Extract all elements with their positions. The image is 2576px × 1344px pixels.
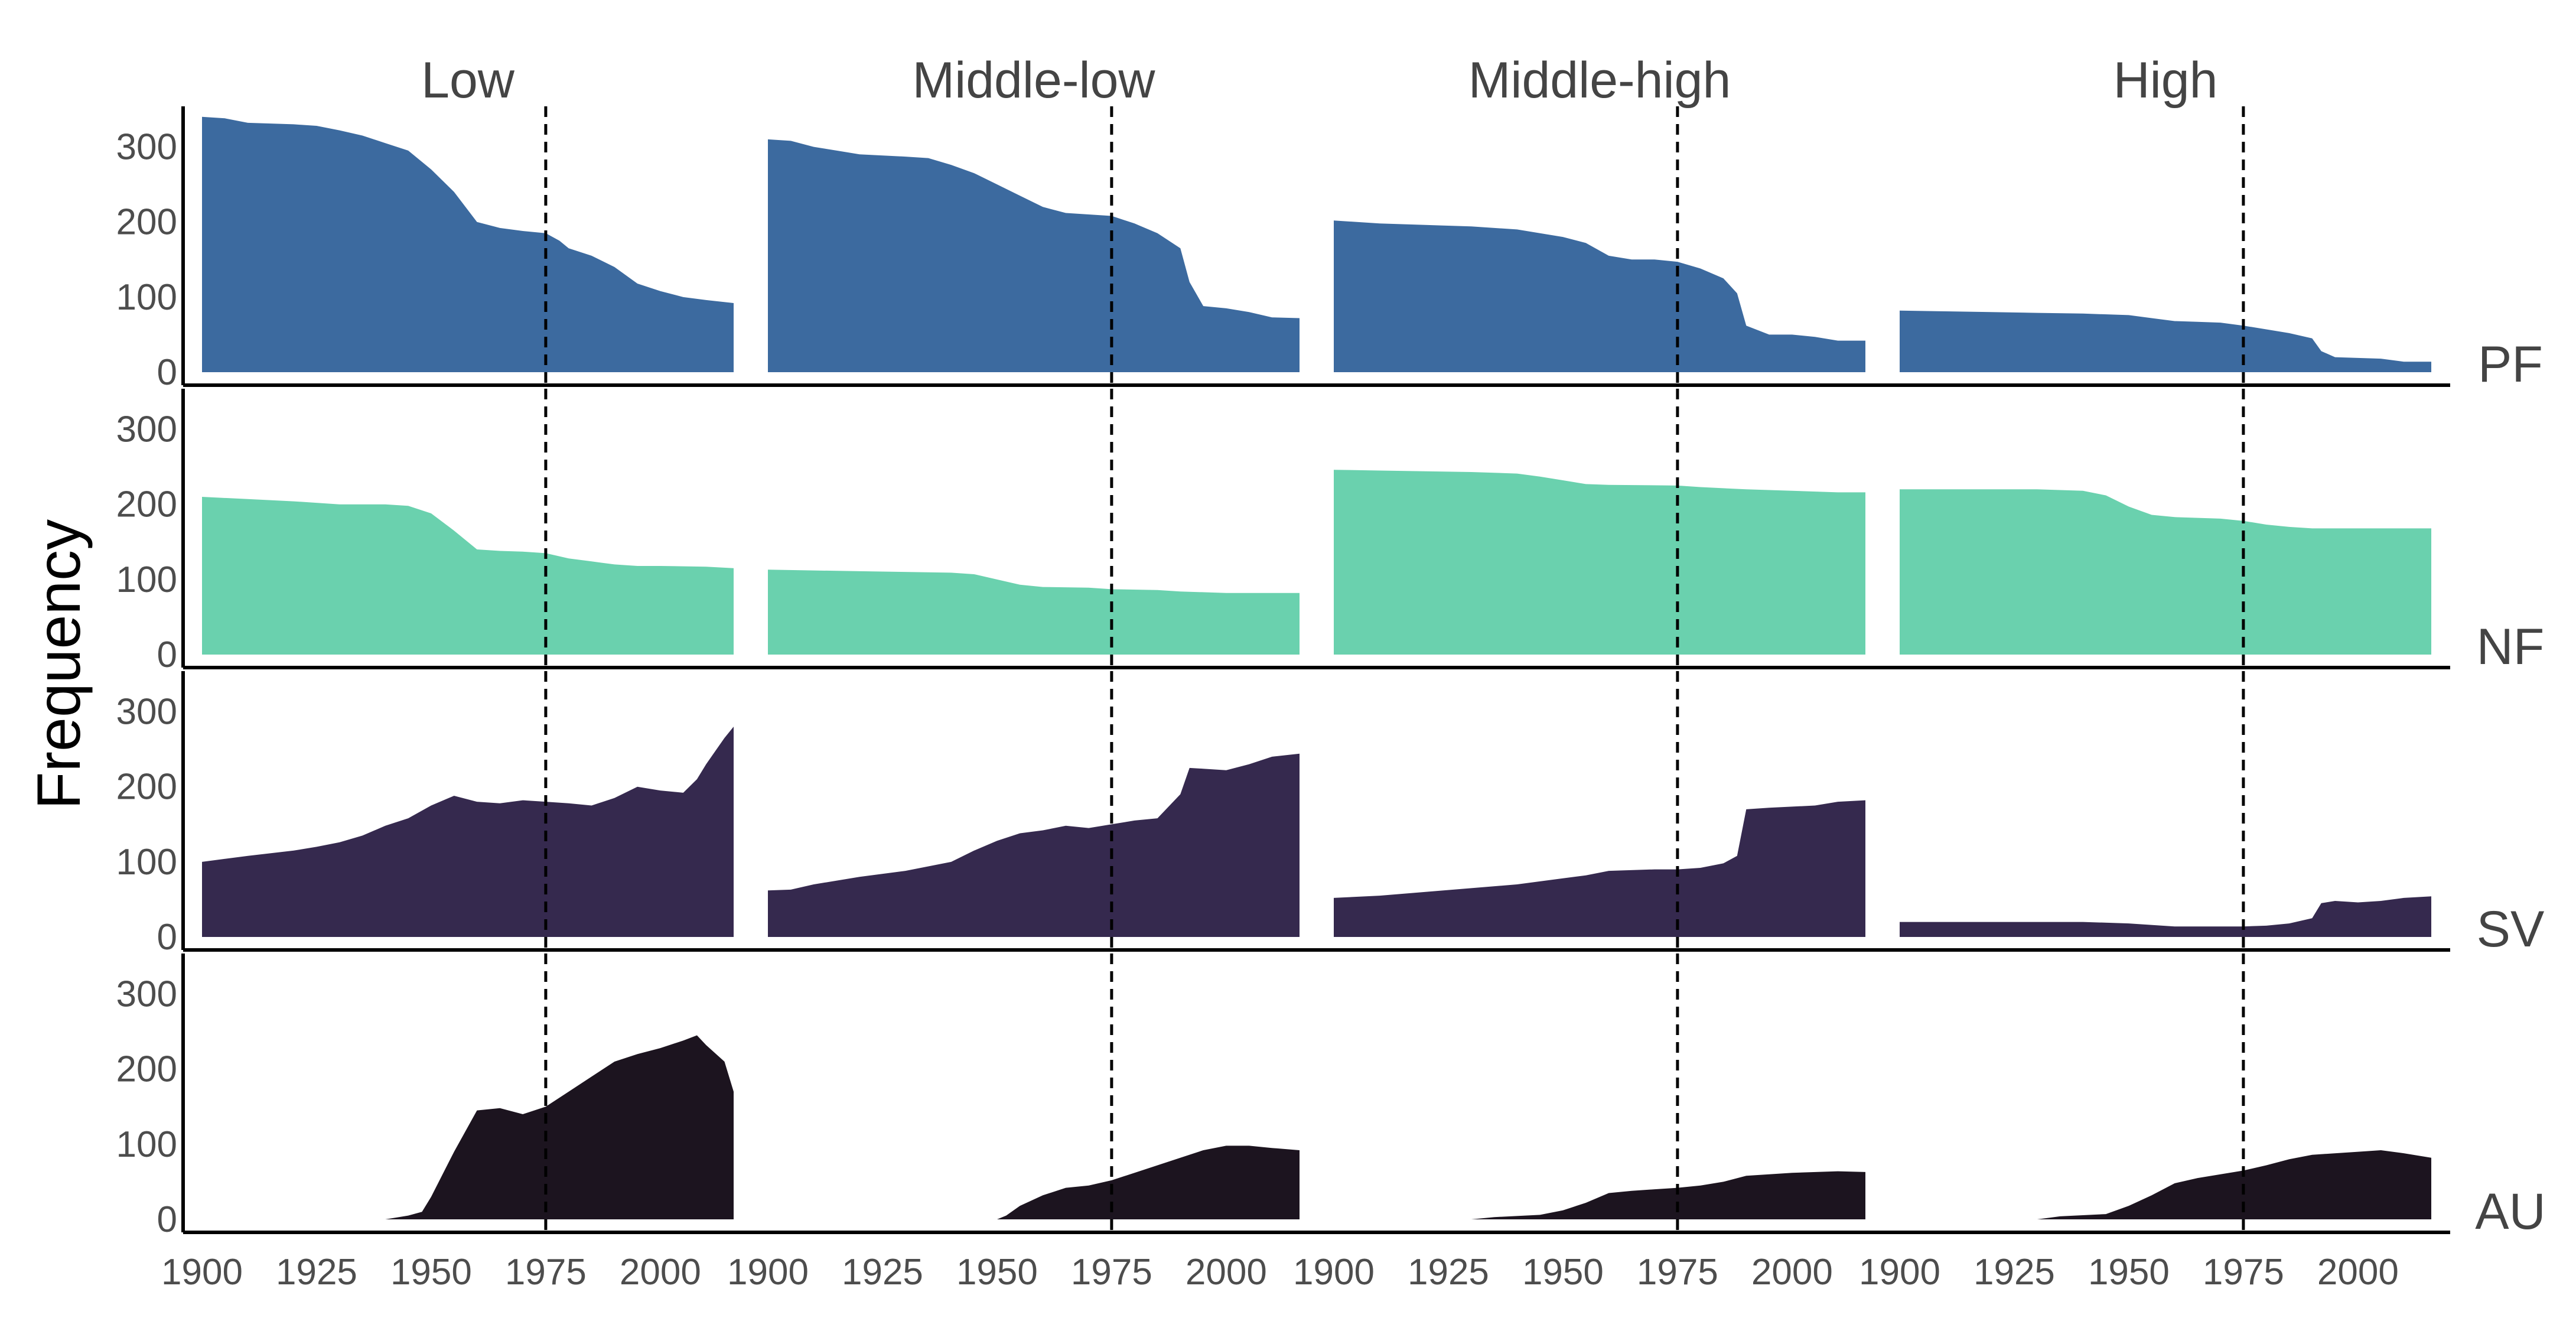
y-tick-label: 100 xyxy=(116,277,177,318)
x-tick-label: 1950 xyxy=(956,1252,1038,1293)
x-tick-label: 2000 xyxy=(2317,1252,2399,1293)
facet-panels: 0 100 200 300 0 100 200 300 0 100 200 300 0 100 200 300… xyxy=(116,106,2450,1293)
x-tick-label: 1950 xyxy=(390,1252,472,1293)
area-series xyxy=(202,116,734,372)
x-tick-label: 1975 xyxy=(505,1252,587,1293)
x-tick-label: 2000 xyxy=(1751,1252,1833,1293)
area-series xyxy=(768,570,1300,655)
area-series xyxy=(1334,800,1865,937)
x-tick-label: 1950 xyxy=(1522,1252,1604,1293)
facet-panel xyxy=(1315,106,1884,387)
row-strip-label: AU xyxy=(2475,1183,2545,1240)
y-axis-label: Frequency xyxy=(25,519,93,809)
x-tick-label: 1925 xyxy=(1408,1252,1489,1293)
facet-panel: 0 100 200 300 xyxy=(116,389,753,675)
facet-panel: 1900 1925 1950 1975 2000 xyxy=(1859,954,2450,1293)
y-tick-label: 300 xyxy=(116,127,177,168)
facet-panel xyxy=(1881,106,2450,387)
y-tick-label: 0 xyxy=(157,917,177,958)
area-series xyxy=(1900,489,2431,655)
facet-panel: 1900 1925 1950 1975 2000 xyxy=(727,954,1318,1293)
x-tick-label: 1975 xyxy=(1637,1252,1718,1293)
facet-panel: 0 100 200 300 xyxy=(116,671,753,958)
y-tick-label: 0 xyxy=(157,1199,177,1240)
facet-panel xyxy=(1881,389,2450,669)
y-tick-label: 200 xyxy=(116,1049,177,1090)
row-strip-label: SV xyxy=(2477,901,2545,958)
facet-panel: 0 100 200 300 xyxy=(116,106,753,393)
facet-panel: 1900 1925 1950 1975 2000 xyxy=(1293,954,1884,1293)
facet-panel xyxy=(749,389,1318,669)
row-strip-label: NF xyxy=(2477,619,2545,675)
x-tick-label: 1900 xyxy=(161,1252,243,1293)
x-tick-label: 1925 xyxy=(842,1252,923,1293)
area-series xyxy=(768,1146,1300,1219)
area-series xyxy=(1900,896,2431,937)
facet-panel xyxy=(1881,671,2450,952)
row-strip-label: PF xyxy=(2478,336,2543,393)
y-tick-label: 200 xyxy=(116,202,177,243)
x-tick-label: 1975 xyxy=(1071,1252,1152,1293)
facet-panel xyxy=(1315,671,1884,952)
y-tick-label: 300 xyxy=(116,409,177,450)
y-tick-label: 200 xyxy=(116,767,177,808)
area-series xyxy=(202,497,734,655)
column-strip-label: Middle-high xyxy=(1468,52,1731,109)
x-tick-label: 1975 xyxy=(2203,1252,2284,1293)
x-tick-label: 2000 xyxy=(1186,1252,1267,1293)
y-tick-label: 0 xyxy=(157,352,177,393)
column-strip-label: High xyxy=(2113,52,2218,109)
column-strip-label: Low xyxy=(421,52,515,109)
area-series xyxy=(202,727,734,937)
x-tick-label: 1925 xyxy=(276,1252,357,1293)
x-tick-label: 1900 xyxy=(1293,1252,1375,1293)
area-series xyxy=(1334,1171,1865,1219)
area-series xyxy=(768,753,1300,937)
area-series xyxy=(202,1035,734,1219)
x-tick-label: 1950 xyxy=(2088,1252,2170,1293)
area-series xyxy=(1900,1150,2431,1219)
x-tick-label: 1900 xyxy=(727,1252,809,1293)
area-series xyxy=(1900,310,2431,372)
y-tick-label: 100 xyxy=(116,842,177,883)
y-tick-label: 300 xyxy=(116,974,177,1015)
facet-panel xyxy=(749,106,1318,387)
column-strip-label: Middle-low xyxy=(912,52,1155,109)
y-tick-label: 200 xyxy=(116,484,177,525)
area-series xyxy=(768,139,1300,372)
y-tick-label: 100 xyxy=(116,1124,177,1165)
y-tick-label: 0 xyxy=(157,634,177,675)
area-series xyxy=(1334,470,1865,655)
facet-panel: 0 100 200 300 1900 1925 1950 1975 2000 xyxy=(116,954,753,1293)
y-tick-label: 100 xyxy=(116,559,177,600)
x-tick-label: 2000 xyxy=(620,1252,701,1293)
facet-panel xyxy=(1315,389,1884,669)
facet-panel xyxy=(749,671,1318,952)
x-tick-label: 1925 xyxy=(1973,1252,2055,1293)
x-tick-label: 1900 xyxy=(1859,1252,1940,1293)
y-tick-label: 300 xyxy=(116,692,177,733)
area-series xyxy=(1334,220,1865,372)
